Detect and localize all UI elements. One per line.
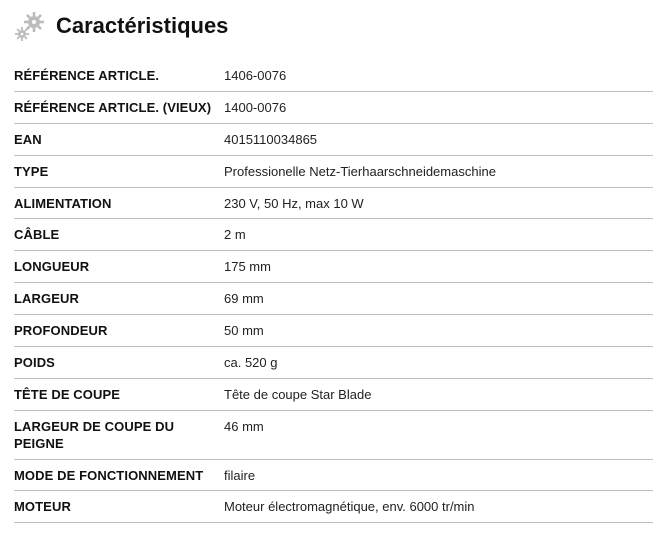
- spec-value: 175 mm: [224, 251, 653, 283]
- spec-value: 2 m: [224, 219, 653, 251]
- spec-value: 69 mm: [224, 283, 653, 315]
- spec-tbody: RÉFÉRENCE ARTICLE.1406-0076RÉFÉRENCE ART…: [14, 60, 653, 523]
- spec-label: RÉFÉRENCE ARTICLE. (VIEUX): [14, 91, 224, 123]
- spec-value: 46 mm: [224, 410, 653, 459]
- spec-value: filaire: [224, 459, 653, 491]
- spec-label: RÉFÉRENCE ARTICLE.: [14, 60, 224, 91]
- spec-row: ALIMENTATION230 V, 50 Hz, max 10 W: [14, 187, 653, 219]
- spec-row: TÊTE DE COUPETête de coupe Star Blade: [14, 378, 653, 410]
- spec-label: ALIMENTATION: [14, 187, 224, 219]
- section-header: Caractéristiques: [14, 10, 653, 42]
- spec-label: POIDS: [14, 347, 224, 379]
- spec-value: 50 mm: [224, 315, 653, 347]
- spec-label: MODE DE FONCTIONNEMENT: [14, 459, 224, 491]
- section-title: Caractéristiques: [56, 13, 228, 39]
- spec-row: LONGUEUR175 mm: [14, 251, 653, 283]
- spec-label: EAN: [14, 123, 224, 155]
- spec-label: PROFONDEUR: [14, 315, 224, 347]
- spec-value: Moteur électromagnétique, env. 6000 tr/m…: [224, 491, 653, 523]
- spec-row: POIDSca. 520 g: [14, 347, 653, 379]
- spec-row: CÂBLE2 m: [14, 219, 653, 251]
- spec-row: EAN4015110034865: [14, 123, 653, 155]
- spec-label: CÂBLE: [14, 219, 224, 251]
- spec-row: PROFONDEUR50 mm: [14, 315, 653, 347]
- spec-row: MOTEURMoteur électromagnétique, env. 600…: [14, 491, 653, 523]
- spec-row: LARGEUR DE COUPE DU PEIGNE46 mm: [14, 410, 653, 459]
- spec-value: 4015110034865: [224, 123, 653, 155]
- spec-label: LARGEUR: [14, 283, 224, 315]
- spec-value: Professionelle Netz-Tierhaarschneidemasc…: [224, 155, 653, 187]
- spec-label: TYPE: [14, 155, 224, 187]
- spec-label: TÊTE DE COUPE: [14, 378, 224, 410]
- spec-value: 1400-0076: [224, 91, 653, 123]
- spec-row: TYPEProfessionelle Netz-Tierhaarschneide…: [14, 155, 653, 187]
- spec-label: LARGEUR DE COUPE DU PEIGNE: [14, 410, 224, 459]
- spec-row: RÉFÉRENCE ARTICLE.1406-0076: [14, 60, 653, 91]
- spec-value: 230 V, 50 Hz, max 10 W: [224, 187, 653, 219]
- spec-value: 1406-0076: [224, 60, 653, 91]
- spec-table: RÉFÉRENCE ARTICLE.1406-0076RÉFÉRENCE ART…: [14, 60, 653, 523]
- spec-value: ca. 520 g: [224, 347, 653, 379]
- spec-row: MODE DE FONCTIONNEMENTfilaire: [14, 459, 653, 491]
- spec-label: MOTEUR: [14, 491, 224, 523]
- spec-value: Tête de coupe Star Blade: [224, 378, 653, 410]
- spec-row: RÉFÉRENCE ARTICLE. (VIEUX)1400-0076: [14, 91, 653, 123]
- gears-icon: [14, 10, 46, 42]
- spec-label: LONGUEUR: [14, 251, 224, 283]
- spec-row: LARGEUR69 mm: [14, 283, 653, 315]
